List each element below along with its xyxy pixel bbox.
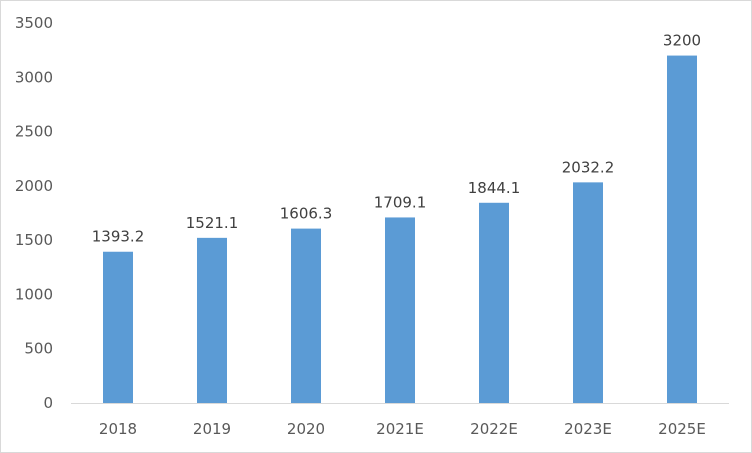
data-label: 1844.1 bbox=[468, 179, 521, 197]
y-axis-ticks: 0 500 1000 1500 2000 2500 3000 3500 bbox=[15, 14, 53, 412]
bar-2025E bbox=[667, 55, 697, 403]
bar-2022E bbox=[479, 202, 509, 403]
y-tick-label: 2500 bbox=[15, 123, 53, 141]
data-label: 1606.3 bbox=[280, 205, 333, 223]
data-label: 1393.2 bbox=[92, 228, 145, 246]
y-tick-label: 500 bbox=[24, 340, 53, 358]
x-tick-label: 2023E bbox=[564, 420, 612, 438]
bar-2021E bbox=[385, 217, 415, 403]
y-tick-label: 3000 bbox=[15, 68, 53, 86]
x-axis-ticks: 2018 2019 2020 2021E 2022E 2023E 2025E bbox=[99, 420, 706, 438]
bar-2018 bbox=[103, 251, 133, 403]
x-tick-label: 2022E bbox=[470, 420, 518, 438]
y-tick-label: 1000 bbox=[15, 285, 53, 303]
y-tick-label: 0 bbox=[43, 394, 53, 412]
bars bbox=[103, 55, 697, 403]
x-tick-label: 2025E bbox=[658, 420, 706, 438]
data-label: 1521.1 bbox=[186, 214, 239, 232]
y-tick-label: 2000 bbox=[15, 177, 53, 195]
data-labels: 1393.2 1521.1 1606.3 1709.1 1844.1 2032.2 3200 bbox=[92, 32, 701, 246]
x-tick-label: 2018 bbox=[99, 420, 137, 438]
y-tick-label: 1500 bbox=[15, 231, 53, 249]
data-label: 2032.2 bbox=[562, 158, 615, 176]
x-tick-label: 2020 bbox=[287, 420, 325, 438]
x-tick-label: 2019 bbox=[193, 420, 231, 438]
y-tick-label: 3500 bbox=[15, 14, 53, 32]
data-label: 1709.1 bbox=[374, 193, 427, 211]
bar-2023E bbox=[573, 182, 603, 403]
bar-2020 bbox=[291, 228, 321, 403]
x-tick-label: 2021E bbox=[376, 420, 424, 438]
data-label: 3200 bbox=[663, 32, 701, 50]
bar-2019 bbox=[197, 237, 227, 403]
